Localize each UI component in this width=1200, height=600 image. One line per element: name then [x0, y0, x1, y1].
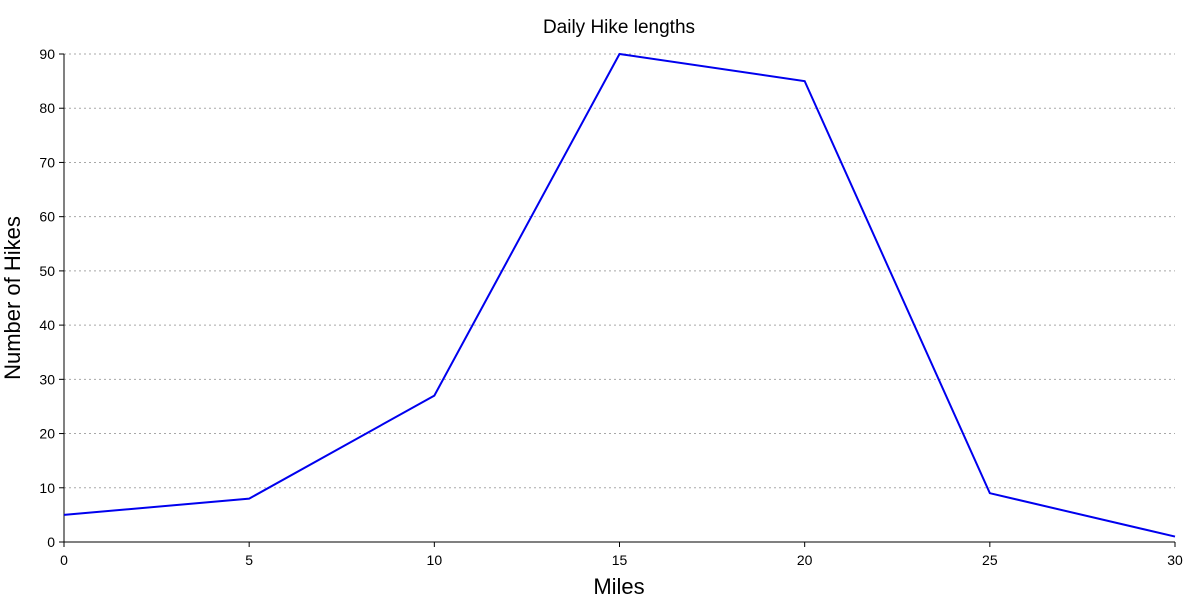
axes: [63, 54, 1175, 543]
x-tick-label-30: 30: [1167, 552, 1183, 568]
y-tick-label-50: 50: [39, 263, 55, 279]
y-tick-label-10: 10: [39, 480, 55, 496]
y-tick-label-40: 40: [39, 317, 55, 333]
y-tick-label-80: 80: [39, 100, 55, 116]
x-tick-label-0: 0: [60, 552, 68, 568]
x-tick-label-15: 15: [612, 552, 628, 568]
x-axis-ticks: 0 5 10 15 20 25 30: [60, 542, 1183, 568]
grid: [64, 53, 1175, 489]
y-axis-title: Number of Hikes: [0, 216, 25, 380]
x-tick-label-25: 25: [982, 552, 998, 568]
y-tick-label-60: 60: [39, 209, 55, 225]
series-group: [63, 52, 1176, 538]
x-axis-title: Miles: [593, 574, 644, 599]
chart-title: Daily Hike lengths: [543, 17, 695, 38]
x-tick-label-5: 5: [245, 552, 253, 568]
y-tick-label-0: 0: [47, 534, 55, 550]
y-tick-label-30: 30: [39, 371, 55, 387]
y-tick-label-90: 90: [39, 46, 55, 62]
series-line-0: [63, 52, 1176, 538]
x-tick-label-10: 10: [427, 552, 443, 568]
x-tick-label-20: 20: [797, 552, 813, 568]
y-tick-label-20: 20: [39, 426, 55, 442]
y-tick-label-70: 70: [39, 154, 55, 170]
y-axis-ticks: 0 10 20 30 40 50 60 70 80 90: [39, 46, 64, 550]
